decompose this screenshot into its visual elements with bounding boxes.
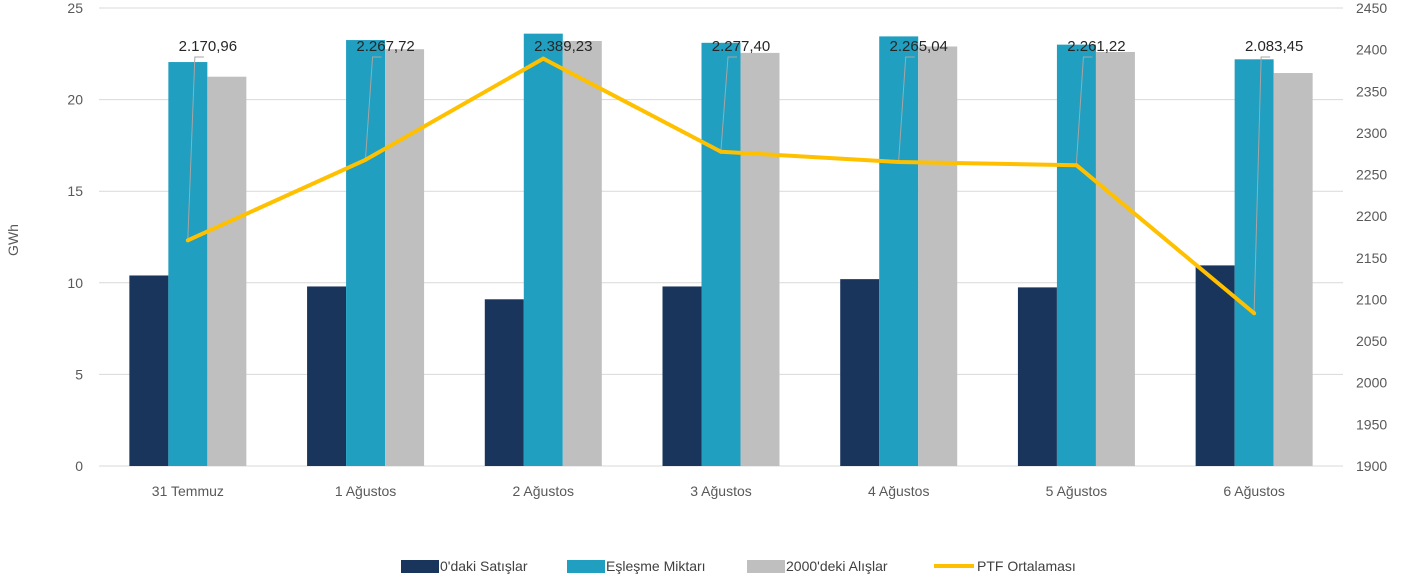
bar [346, 40, 386, 467]
leader-line [365, 56, 382, 158]
bar [307, 286, 347, 466]
data-labels: 2.170,96 2.267,72 2.389,23 2.277,40 2.265,04… [179, 38, 1304, 55]
y2-tick-label: 2250 [1356, 167, 1387, 183]
y2-tick-label: 2050 [1356, 333, 1387, 349]
legend-label: PTF Ortalaması [977, 558, 1076, 574]
x-axis: 31 Temmuz 1 Ağustos 2 Ağustos 3 Ağustos 4 Ağ… [152, 483, 1285, 499]
y2-tick-label: 2100 [1356, 291, 1387, 307]
y-tick-label: 15 [67, 183, 83, 199]
y2-tick-label: 1900 [1356, 458, 1387, 474]
line-point [1074, 163, 1079, 168]
leader-line [187, 56, 204, 239]
bar [562, 40, 602, 466]
left-y-axis: 0 5 10 15 20 25 [67, 0, 83, 474]
y2-tick-label: 2200 [1356, 208, 1387, 224]
y-tick-label: 5 [75, 366, 83, 382]
bar [1273, 73, 1313, 466]
line-point [1252, 311, 1257, 316]
y2-tick-label: 2350 [1356, 83, 1387, 99]
y2-tick-label: 2000 [1356, 375, 1387, 391]
leader-line [898, 56, 915, 161]
bar [207, 76, 247, 466]
bar [840, 279, 880, 466]
bar [1056, 44, 1096, 466]
data-label: 2.265,04 [890, 38, 948, 55]
y2-tick-label: 1950 [1356, 416, 1387, 432]
y-tick-label: 10 [67, 275, 83, 291]
y2-tick-label: 2450 [1356, 0, 1387, 16]
data-label: 2.267,72 [356, 38, 414, 55]
bar [129, 275, 169, 466]
data-label-leader-lines [187, 56, 1271, 312]
line-point [185, 238, 190, 243]
data-label: 2.277,40 [712, 38, 770, 55]
leader-line [1253, 56, 1271, 312]
bar [1017, 287, 1057, 466]
bar [1195, 265, 1235, 466]
bar [484, 299, 524, 466]
data-label: 2.389,23 [534, 38, 592, 55]
x-tick-label: 4 Ağustos [868, 483, 930, 499]
line-point [363, 157, 368, 162]
y-tick-label: 20 [67, 92, 83, 108]
bar [879, 36, 919, 467]
x-tick-label: 5 Ağustos [1046, 483, 1108, 499]
bar [168, 62, 208, 466]
line-point [541, 56, 546, 61]
y-axis-title: GWh [5, 224, 21, 256]
bar [523, 33, 563, 466]
x-tick-label: 3 Ağustos [690, 483, 752, 499]
leader-line [720, 56, 737, 150]
bar [662, 286, 702, 466]
legend-label: Eşleşme Miktarı [606, 558, 706, 574]
y2-tick-label: 2300 [1356, 125, 1387, 141]
bar [385, 49, 425, 466]
x-tick-label: 1 Ağustos [335, 483, 397, 499]
bars [129, 33, 1313, 467]
line-point [896, 160, 901, 165]
y2-tick-label: 2400 [1356, 42, 1387, 58]
leader-line [1075, 56, 1093, 164]
y-tick-label: 0 [75, 458, 83, 474]
right-y-axis: 1900 1950 2000 2050 2100 2150 2200 2250 2300 2350… [1356, 0, 1387, 474]
bar [701, 42, 741, 467]
bar [1234, 59, 1274, 467]
x-tick-label: 31 Temmuz [152, 483, 224, 499]
legend-swatch [567, 560, 605, 573]
ptf-line-series [185, 56, 1257, 316]
line-point [719, 149, 723, 154]
legend-label: 0'daki Satışlar [440, 558, 528, 574]
data-label: 2.083,45 [1245, 38, 1303, 55]
y2-tick-label: 2150 [1356, 250, 1387, 266]
legend-swatch [747, 560, 785, 573]
bar [740, 52, 780, 466]
bar [1095, 51, 1135, 467]
y-tick-label: 25 [67, 0, 83, 16]
data-label: 2.170,96 [179, 38, 237, 55]
legend: 0'daki Satışlar Eşleşme Miktarı 2000'deki … [401, 558, 1076, 574]
legend-swatch [401, 560, 439, 573]
data-label: 2.261,22 [1067, 38, 1125, 55]
x-tick-label: 2 Ağustos [513, 483, 575, 499]
bar [918, 46, 958, 467]
x-tick-label: 6 Ağustos [1223, 483, 1285, 499]
legend-label: 2000'deki Alışlar [786, 558, 888, 574]
